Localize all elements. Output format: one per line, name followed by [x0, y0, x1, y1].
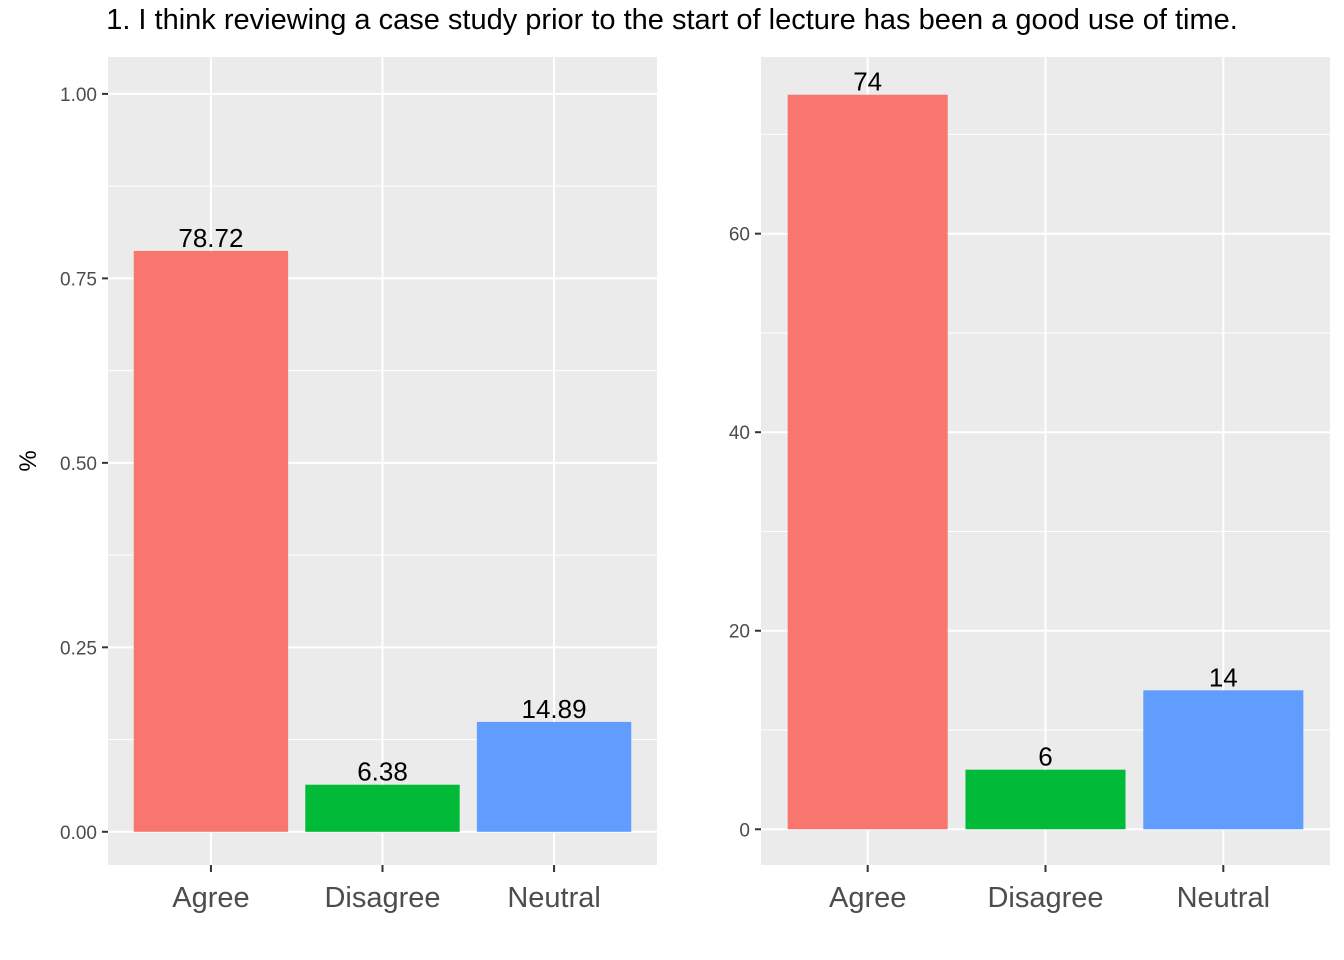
x-tick-label-disagree: Disagree: [324, 882, 440, 914]
bar-neutral: [476, 721, 632, 832]
data-label-neutral: 14.89: [522, 694, 587, 724]
y-tick-label: 0.50: [60, 454, 97, 475]
data-label-disagree: 6.38: [357, 757, 408, 787]
figure-title: 1. I think reviewing a case study prior …: [106, 4, 1238, 36]
x-tick-label-agree: Agree: [172, 882, 249, 914]
y-tick-label: 0.75: [60, 269, 97, 290]
bar-disagree: [305, 784, 460, 832]
y-tick-label: 0.25: [60, 638, 97, 659]
x-tick-label-neutral: Neutral: [507, 882, 601, 914]
y-tick-label: 1.00: [60, 85, 97, 106]
data-label-agree: 78.72: [178, 223, 243, 253]
plot-panel-1: 78.72 6.38 14.89 0.00 0.25 0.50 0.75 1.00 Agree D…: [60, 57, 657, 914]
bar-agree: [133, 250, 289, 832]
y-tick-label: 0.00: [60, 823, 97, 844]
y-axis-title: %: [15, 450, 42, 471]
